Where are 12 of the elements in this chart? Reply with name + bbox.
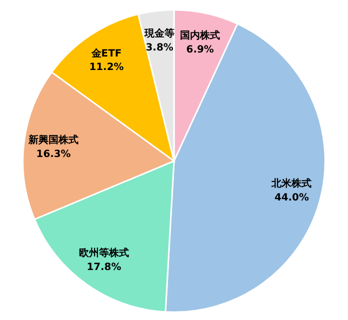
- slice-label: 国内株式: [180, 30, 220, 42]
- slice-label: 欧州等株式: [78, 247, 129, 260]
- slice-label: 現金等: [144, 28, 175, 40]
- slice-label: 金ETF: [90, 47, 122, 60]
- data-label: 16.3%: [36, 148, 71, 160]
- data-label: 6.9%: [186, 44, 214, 56]
- data-label: 17.8%: [86, 262, 122, 273]
- slice-label: 新興国株式: [28, 134, 79, 146]
- data-label: 3.8%: [146, 42, 174, 54]
- slice-label: 北米株式: [270, 177, 312, 190]
- data-label: 11.2%: [89, 62, 124, 74]
- data-label: 44.0%: [274, 192, 309, 204]
